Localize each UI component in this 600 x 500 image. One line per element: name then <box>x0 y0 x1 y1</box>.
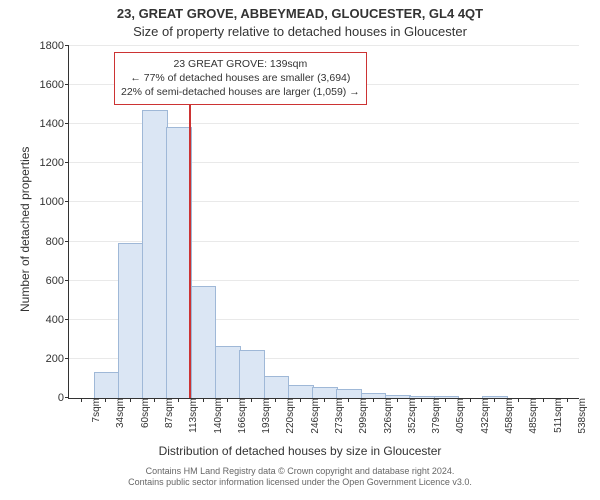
x-tick-mark <box>275 398 276 402</box>
y-tick-label: 1800 <box>40 40 69 52</box>
x-tick-label: 511sqm <box>547 398 564 433</box>
x-tick-mark <box>470 398 471 402</box>
x-tick-label: 273sqm <box>328 398 345 434</box>
x-tick-label: 60sqm <box>134 398 151 428</box>
x-tick-label: 405sqm <box>449 398 466 434</box>
x-tick-label: 193sqm <box>255 398 272 434</box>
y-tick-label: 600 <box>46 275 69 287</box>
x-tick-mark <box>130 398 131 402</box>
x-tick-mark <box>518 398 519 402</box>
x-tick-label: 538sqm <box>571 398 588 434</box>
x-tick-mark <box>178 398 179 402</box>
histogram-bar <box>215 346 241 398</box>
histogram-bar <box>264 376 290 399</box>
histogram-bar <box>239 350 265 398</box>
property-marker-line <box>189 57 191 398</box>
y-tick-label: 1400 <box>40 118 69 130</box>
annotation-line: 22% of semi-detached houses are larger (… <box>121 85 360 99</box>
y-tick-label: 1000 <box>40 196 69 208</box>
x-tick-mark <box>494 398 495 402</box>
x-tick-mark <box>567 398 568 402</box>
attribution-line2: Contains public sector information licen… <box>128 477 472 487</box>
histogram-bar <box>482 396 508 398</box>
y-tick-label: 1200 <box>40 157 69 169</box>
annotation-line: ← 77% of detached houses are smaller (3,… <box>121 71 360 85</box>
x-tick-mark <box>203 398 204 402</box>
histogram-bar <box>94 372 120 398</box>
x-tick-label: 246sqm <box>304 398 321 434</box>
histogram-bar <box>409 396 435 398</box>
histogram-bar <box>336 389 362 398</box>
x-axis-label: Distribution of detached houses by size … <box>0 444 600 458</box>
x-tick-label: 140sqm <box>207 398 224 434</box>
y-tick-label: 400 <box>46 314 69 326</box>
histogram-bar <box>166 127 192 398</box>
x-tick-mark <box>397 398 398 402</box>
x-tick-label: 352sqm <box>401 398 418 434</box>
x-tick-mark <box>324 398 325 402</box>
x-tick-label: 87sqm <box>158 398 175 428</box>
y-axis-label: Number of detached properties <box>18 147 32 312</box>
x-tick-label: 34sqm <box>109 398 126 428</box>
x-tick-mark <box>348 398 349 402</box>
x-tick-mark <box>543 398 544 402</box>
property-size-histogram: 23, GREAT GROVE, ABBEYMEAD, GLOUCESTER, … <box>0 0 600 500</box>
x-tick-label: 458sqm <box>498 398 515 434</box>
histogram-bar <box>361 393 387 398</box>
x-tick-label: 379sqm <box>425 398 442 434</box>
x-tick-mark <box>154 398 155 402</box>
histogram-bar <box>142 110 168 398</box>
gridline <box>69 45 579 46</box>
annotation-box: 23 GREAT GROVE: 139sqm← 77% of detached … <box>114 52 367 105</box>
chart-title-address: 23, GREAT GROVE, ABBEYMEAD, GLOUCESTER, … <box>0 6 600 21</box>
x-tick-label: 113sqm <box>182 398 199 433</box>
histogram-bar <box>288 385 314 398</box>
x-tick-mark <box>81 398 82 402</box>
x-tick-label: 485sqm <box>522 398 539 434</box>
histogram-bar <box>118 243 144 398</box>
x-tick-mark <box>373 398 374 402</box>
annotation-line: 23 GREAT GROVE: 139sqm <box>121 57 360 71</box>
x-tick-mark <box>251 398 252 402</box>
x-tick-mark <box>300 398 301 402</box>
x-tick-label: 326sqm <box>377 398 394 434</box>
x-tick-label: 166sqm <box>231 398 248 434</box>
y-tick-label: 200 <box>46 353 69 365</box>
histogram-bar <box>312 387 338 398</box>
y-tick-label: 0 <box>58 392 69 404</box>
attribution-text: Contains HM Land Registry data © Crown c… <box>0 466 600 489</box>
chart-subtitle: Size of property relative to detached ho… <box>0 24 600 39</box>
x-tick-label: 220sqm <box>279 398 296 434</box>
y-tick-label: 1600 <box>40 79 69 91</box>
histogram-bar <box>434 396 460 398</box>
histogram-bar <box>385 395 411 398</box>
plot-area: 0200400600800100012001400160018007sqm34s… <box>68 46 579 399</box>
attribution-line1: Contains HM Land Registry data © Crown c… <box>146 466 455 476</box>
x-tick-label: 299sqm <box>352 398 369 434</box>
x-tick-mark <box>227 398 228 402</box>
x-tick-label: 432sqm <box>474 398 491 434</box>
x-tick-label: 7sqm <box>85 398 102 422</box>
x-tick-mark <box>105 398 106 402</box>
x-tick-mark <box>445 398 446 402</box>
y-tick-label: 800 <box>46 236 69 248</box>
histogram-bar <box>191 286 217 398</box>
x-tick-mark <box>421 398 422 402</box>
